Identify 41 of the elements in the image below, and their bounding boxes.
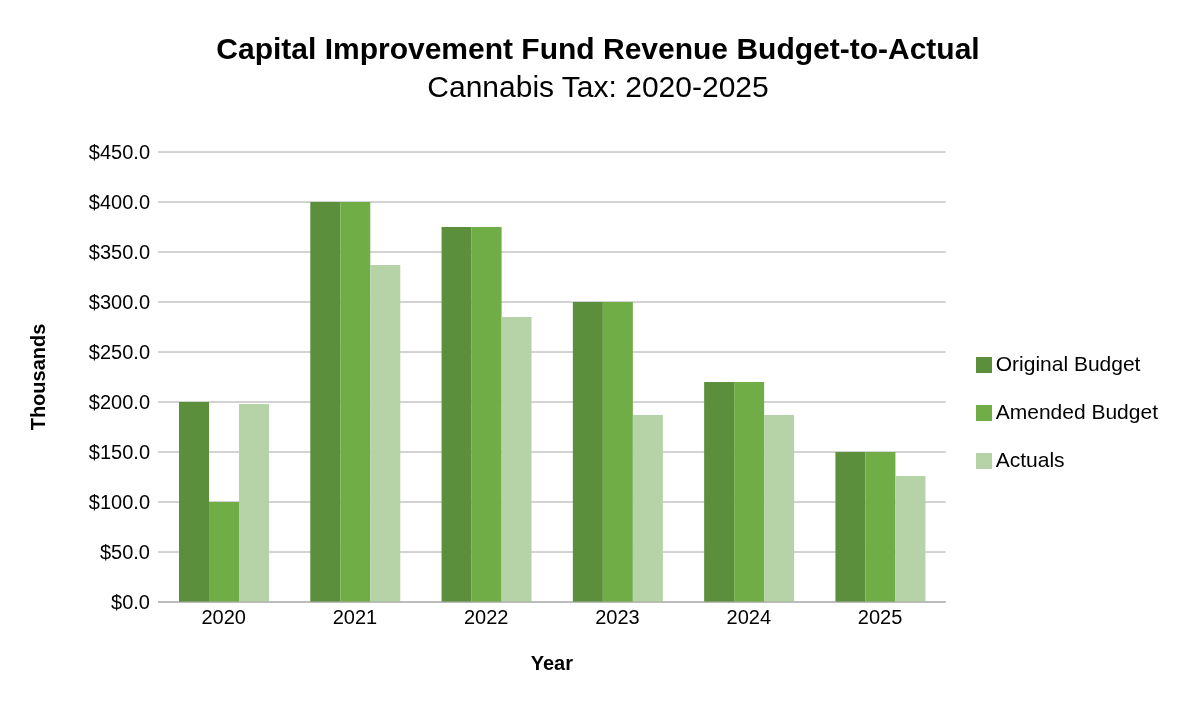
bar xyxy=(704,382,735,602)
bar xyxy=(895,476,926,602)
bar xyxy=(602,302,633,602)
bar xyxy=(441,227,472,602)
y-axis-title: Thousands xyxy=(27,323,50,431)
bar xyxy=(310,202,341,602)
y-tick-label: $400.0 xyxy=(88,191,150,214)
y-tick-label: $200.0 xyxy=(88,391,150,414)
bar xyxy=(865,452,896,602)
y-tick-label: $350.0 xyxy=(88,241,150,264)
chart-title: Capital Improvement Fund Revenue Budget-to-Actual xyxy=(215,32,981,66)
bar xyxy=(179,402,210,602)
bar xyxy=(734,382,765,602)
bar xyxy=(501,317,532,602)
x-tick-label: 2020 xyxy=(201,606,246,629)
bar xyxy=(209,502,240,602)
y-tick-label: $50.0 xyxy=(99,541,150,564)
x-tick-label: 2024 xyxy=(726,606,772,629)
x-tick-label: 2021 xyxy=(332,606,378,629)
legend-label: Amended Budget xyxy=(995,400,1158,423)
x-tick-label: 2025 xyxy=(857,606,903,629)
bar xyxy=(572,302,603,602)
bar xyxy=(471,227,502,602)
x-tick-label: 2023 xyxy=(595,606,640,629)
y-tick-label: $250.0 xyxy=(88,341,150,364)
bar xyxy=(764,415,795,602)
bar xyxy=(370,265,401,602)
x-tick-label: 2022 xyxy=(463,606,509,629)
y-tick-label: $150.0 xyxy=(88,441,150,464)
legend-label: Original Budget xyxy=(995,352,1141,375)
y-tick-label: $0.0 xyxy=(111,591,150,614)
y-tick-label: $300.0 xyxy=(88,291,150,314)
x-axis-title: Year xyxy=(530,652,574,674)
chart-subtitle: Cannabis Tax: 2020-2025 xyxy=(426,70,770,104)
bar xyxy=(239,404,270,602)
y-tick-label: $100.0 xyxy=(88,491,150,514)
legend-label: Actuals xyxy=(995,448,1065,471)
y-tick-label: $450.0 xyxy=(88,141,150,164)
bar xyxy=(835,452,866,602)
bar xyxy=(340,202,371,602)
bar xyxy=(632,415,663,602)
